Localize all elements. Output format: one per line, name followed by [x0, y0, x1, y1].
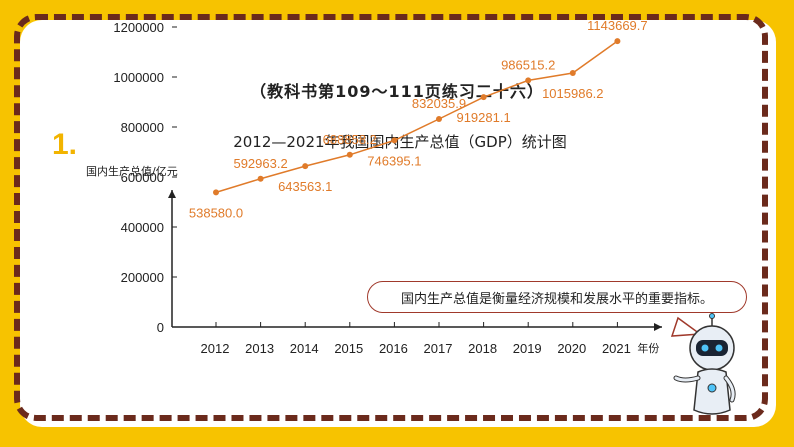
data-point — [480, 94, 487, 101]
data-point — [257, 175, 264, 182]
data-point — [391, 137, 398, 144]
x-tick-label: 2015 — [334, 341, 363, 356]
data-point — [569, 70, 576, 77]
y-tick-label: 200000 — [121, 270, 164, 285]
x-tick-label: 2020 — [557, 341, 586, 356]
data-label: 986515.2 — [501, 57, 555, 72]
x-tick-label: 2018 — [468, 341, 497, 356]
x-axis-label: 年份 — [637, 341, 659, 355]
data-label: 643563.1 — [278, 179, 332, 194]
data-point — [302, 163, 309, 170]
y-axis-arrow — [168, 190, 176, 198]
data-point — [614, 38, 621, 45]
data-point — [213, 189, 219, 196]
data-label: 919281.1 — [456, 110, 510, 125]
speech-bubble: 国内生产总值是衡量经济规模和发展水平的重要指标。 — [367, 281, 747, 313]
x-tick-label: 2016 — [379, 341, 408, 356]
x-tick-label: 2013 — [245, 341, 274, 356]
data-label: 688858.2 — [323, 132, 377, 147]
data-point — [436, 115, 442, 122]
y-axis-label: 国内生产总值/亿元 — [86, 164, 178, 178]
y-tick-label: 800000 — [121, 120, 164, 135]
data-label: 746395.1 — [367, 153, 421, 168]
data-point — [346, 151, 353, 158]
data-label: 1015986.2 — [542, 86, 603, 101]
textbook-reference: （教科书第109～111页练习二十六） — [250, 82, 544, 101]
y-tick-label: 1200000 — [113, 20, 164, 35]
data-label: 538580.0 — [189, 205, 243, 220]
x-tick-label: 2021 — [602, 341, 631, 356]
x-tick-label: 2012 — [201, 341, 230, 356]
x-tick-label: 2014 — [290, 341, 319, 356]
data-label: 1143669.7 — [587, 18, 648, 33]
chart-title: 2012—2021年我国国内生产总值（GDP）统计图 — [233, 133, 567, 151]
y-tick-label: 1000000 — [113, 70, 164, 85]
data-label: 592963.2 — [233, 156, 287, 171]
series-line — [215, 40, 618, 194]
data-label: 832035.9 — [412, 96, 466, 111]
data-point — [525, 77, 532, 84]
content-card — [20, 20, 776, 427]
y-tick-label: 600000 — [121, 170, 164, 185]
x-tick-label: 2019 — [513, 341, 542, 356]
y-tick-label: 400000 — [121, 220, 164, 235]
x-axis-arrow — [654, 323, 662, 331]
y-tick-label: 0 — [157, 320, 164, 335]
question-number: 1. — [52, 128, 78, 161]
x-tick-label: 2017 — [424, 341, 453, 356]
